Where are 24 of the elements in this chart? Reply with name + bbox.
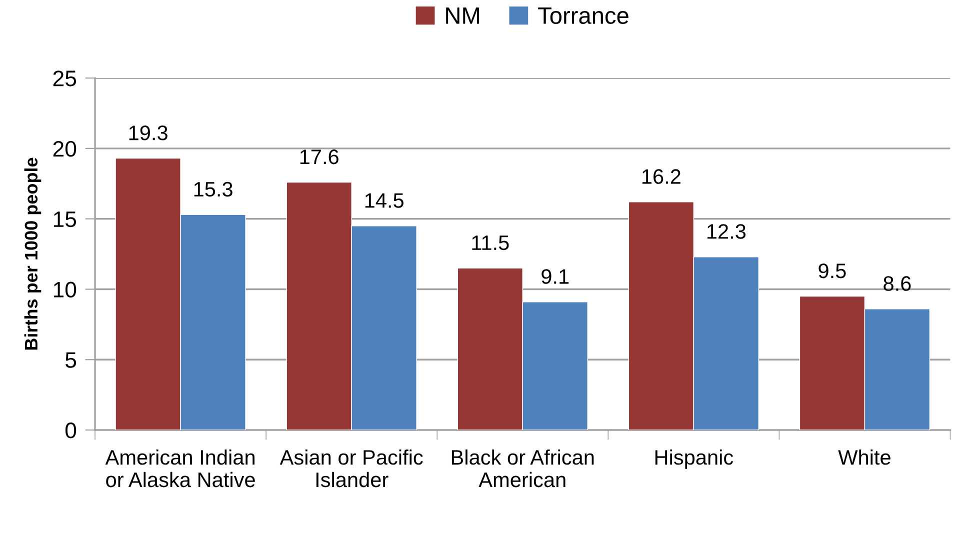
data-label: 12.3	[707, 224, 746, 239]
data-label: 16.2	[642, 169, 680, 184]
data-label: 17.6	[300, 149, 338, 164]
x-tick-label: Black or African American	[452, 449, 594, 488]
data-label: 15.3	[194, 182, 232, 197]
data-label: 9.5	[818, 264, 846, 278]
y-axis-title: Births per 1000 people	[24, 158, 42, 350]
y-tick-label: 25	[53, 70, 76, 86]
legend-label: NM	[446, 7, 479, 24]
y-tick-label: 0	[65, 422, 76, 438]
y-tick-label: 15	[54, 212, 76, 228]
data-label: 9.1	[542, 269, 569, 284]
data-label: 11.5	[472, 236, 509, 250]
y-tick-label: 10	[54, 282, 76, 298]
data-label: 8.6	[884, 276, 911, 291]
x-tick-label: White	[838, 449, 890, 465]
x-tick-label: American Indian or Alaska Native	[105, 449, 255, 488]
x-tick-label: Asian or Pacific Islander	[280, 449, 423, 488]
x-tick-label: Hispanic	[655, 449, 734, 469]
y-tick-label: 5	[66, 352, 76, 368]
data-label: 19.3	[129, 126, 168, 140]
y-tick-label: 20	[53, 140, 76, 157]
legend-label: Torrance	[538, 7, 628, 24]
data-label: 14.5	[365, 193, 404, 208]
